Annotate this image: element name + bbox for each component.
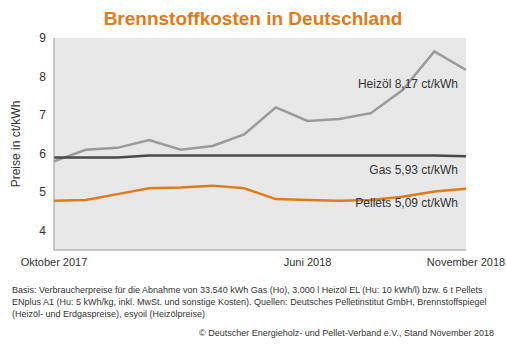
svg-text:Pellets 5,09 ct/kWh: Pellets 5,09 ct/kWh [355, 196, 458, 210]
svg-text:Juni 2018: Juni 2018 [284, 256, 332, 268]
html-text:Brennstoffkosten in Deutschlan: Brennstoffkosten in Deutschland [103, 8, 403, 29]
svg-text:4: 4 [39, 224, 46, 238]
html-text:Basis: Verbraucherpreise für d: Basis: Verbraucherpreise für die Abnahme… [12, 285, 487, 319]
html-text:© Deutscher Energieholz- und P: © Deutscher Energieholz- und Pellet-Verb… [199, 328, 494, 338]
svg-text:6: 6 [39, 147, 46, 161]
svg-text:Gas 5,93 ct/kWh: Gas 5,93 ct/kWh [369, 163, 458, 177]
svg-text:Preise in ct/kWh: Preise in ct/kWh [9, 101, 23, 188]
svg-text:7: 7 [39, 108, 46, 122]
svg-text:Heizöl 8,17 ct/kWh: Heizöl 8,17 ct/kWh [358, 77, 458, 91]
svg-text:9: 9 [39, 31, 46, 45]
svg-text:8: 8 [39, 70, 46, 84]
svg-text:Oktober 2017: Oktober 2017 [21, 256, 88, 268]
svg-text:November 2018: November 2018 [427, 256, 505, 268]
svg-text:5: 5 [39, 185, 46, 199]
